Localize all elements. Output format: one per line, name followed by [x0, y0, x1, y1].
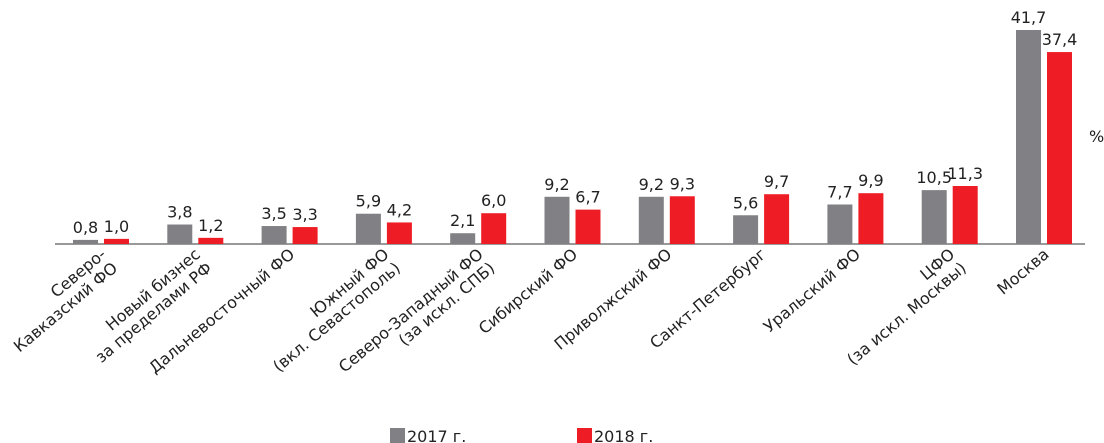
value-label: 37,4: [1042, 30, 1078, 49]
bar: [733, 215, 759, 244]
value-label: 0,8: [73, 218, 98, 237]
value-label: 5,6: [733, 193, 758, 212]
bar: [1047, 52, 1072, 245]
legend-label: 2017 г.: [407, 427, 466, 443]
bar: [292, 227, 318, 244]
x-tick-label-group: Северо-Кавказский ФО: [10, 245, 121, 356]
bar: [669, 196, 695, 244]
x-tick-label: Уральский ФО: [760, 245, 864, 337]
legend-swatch: [577, 428, 592, 443]
bar: [104, 238, 129, 244]
x-tick-label: (вкл. Севастополь): [269, 258, 404, 375]
unit-label: %: [1089, 127, 1104, 146]
value-label: 2,1: [450, 211, 475, 230]
value-label: 1,0: [104, 217, 129, 236]
bar: [167, 224, 193, 244]
bar: [198, 237, 224, 244]
bar: [544, 196, 570, 244]
bar: [827, 204, 853, 244]
legend-swatch: [390, 428, 405, 443]
x-tick-label-group: Уральский ФО: [760, 245, 864, 337]
value-label: 9,2: [639, 175, 664, 194]
value-label: 3,5: [261, 204, 286, 223]
value-label: 6,7: [575, 188, 600, 207]
bar: [638, 196, 664, 244]
x-tick-label: (за искл. Москвы): [843, 258, 970, 369]
bar: [764, 194, 790, 244]
value-label: 5,9: [356, 192, 381, 211]
value-label: 4,2: [387, 200, 412, 219]
value-label: 3,3: [292, 205, 317, 224]
value-label: 9,2: [544, 175, 569, 194]
bar: [386, 222, 412, 244]
bar: [575, 209, 601, 244]
value-label: 1,2: [198, 216, 223, 235]
bar: [481, 213, 507, 244]
x-tick-label: Сибирский ФО: [475, 245, 581, 338]
value-label: 6,0: [481, 191, 506, 210]
bar: [952, 186, 978, 244]
value-label: 7,7: [827, 182, 852, 201]
bar: [261, 226, 287, 244]
value-label: 9,3: [670, 174, 695, 193]
bar: [355, 213, 381, 244]
x-tick-label-group: Сибирский ФО: [475, 245, 581, 338]
value-label: 3,8: [167, 202, 192, 221]
value-label: 41,7: [1011, 8, 1047, 27]
value-label: 11,3: [947, 164, 983, 183]
value-label: 9,7: [764, 172, 789, 191]
bar: [858, 193, 884, 244]
value-label: 10,5: [916, 168, 952, 187]
bar: [1016, 30, 1041, 244]
x-tick-label-group: Москва: [993, 245, 1052, 299]
x-tick-label: Москва: [993, 245, 1052, 299]
bar: [73, 239, 98, 244]
bar: [450, 233, 476, 244]
bar: [921, 190, 947, 244]
value-label: 9,9: [858, 171, 883, 190]
legend-label: 2018 г.: [594, 427, 653, 443]
